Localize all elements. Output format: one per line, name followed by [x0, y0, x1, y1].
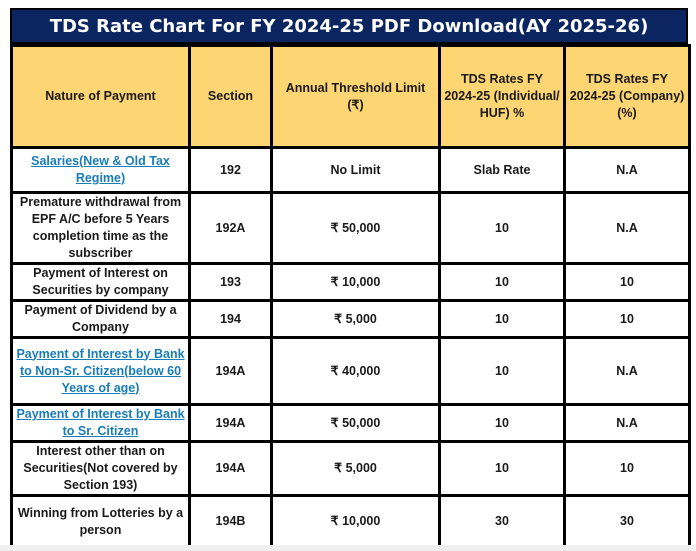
rate-individual-cell: 30 [438, 494, 566, 549]
rate-individual-cell: 10 [438, 262, 566, 302]
table-row: Payment of Dividend by a Company 194 ₹ 5… [10, 299, 691, 339]
rate-individual-cell: 10 [438, 403, 566, 443]
nature-cell: Payment of Interest on Securities by com… [10, 262, 191, 302]
nature-cell: Interest other than on Securities(Not co… [10, 440, 191, 497]
section-cell: 192A [188, 191, 273, 265]
rate-individual-cell: 10 [438, 440, 566, 497]
rate-individual-cell: 10 [438, 299, 566, 339]
rate-company-cell: N.A [563, 336, 691, 406]
threshold-cell: ₹ 10,000 [270, 494, 441, 549]
table-row: Payment of Interest by Bank to Sr. Citiz… [10, 403, 691, 443]
nature-cell: Payment of Interest by Bank to Sr. Citiz… [10, 403, 191, 443]
page-bottom-strip [0, 545, 696, 551]
rate-individual-cell: 10 [438, 191, 566, 265]
interest-non-sr-citizen-link[interactable]: Payment of Interest by Bank to Non-Sr. C… [16, 346, 185, 395]
threshold-cell: ₹ 50,000 [270, 191, 441, 265]
tds-rate-table: Nature of Payment Section Annual Thresho… [10, 44, 691, 549]
header-nature-of-payment: Nature of Payment [10, 44, 191, 149]
rate-company-cell: 10 [563, 262, 691, 302]
section-cell: 194 [188, 299, 273, 339]
section-cell: 194A [188, 440, 273, 497]
rate-individual-cell: 10 [438, 336, 566, 406]
table-row: Interest other than on Securities(Not co… [10, 440, 691, 497]
rate-individual-cell: Slab Rate [438, 146, 566, 194]
section-cell: 194A [188, 336, 273, 406]
threshold-cell: ₹ 40,000 [270, 336, 441, 406]
rate-company-cell: N.A [563, 191, 691, 265]
threshold-cell: ₹ 10,000 [270, 262, 441, 302]
nature-cell: Payment of Interest by Bank to Non-Sr. C… [10, 336, 191, 406]
table-row: Winning from Lotteries by a person 194B … [10, 494, 691, 549]
nature-cell: Premature withdrawal from EPF A/C before… [10, 191, 191, 265]
tds-rate-chart: TDS Rate Chart For FY 2024-25 PDF Downlo… [10, 8, 691, 549]
table-row: Payment of Interest on Securities by com… [10, 262, 691, 302]
header-section: Section [188, 44, 273, 149]
rate-company-cell: N.A [563, 146, 691, 194]
table-row: Premature withdrawal from EPF A/C before… [10, 191, 691, 265]
section-cell: 194A [188, 403, 273, 443]
section-cell: 193 [188, 262, 273, 302]
table-row: Payment of Interest by Bank to Non-Sr. C… [10, 336, 691, 406]
header-rate-company: TDS Rates FY 2024-25 (Company) (%) [563, 44, 691, 149]
rate-company-cell: 30 [563, 494, 691, 549]
table-row: Salaries(New & Old Tax Regime) 192 No Li… [10, 146, 691, 194]
rate-company-cell: 10 [563, 299, 691, 339]
header-rate-individual: TDS Rates FY 2024-25 (Individual/ HUF) % [438, 44, 566, 149]
nature-cell: Salaries(New & Old Tax Regime) [10, 146, 191, 194]
rate-company-cell: 10 [563, 440, 691, 497]
rate-company-cell: N.A [563, 403, 691, 443]
threshold-cell: No Limit [270, 146, 441, 194]
section-cell: 192 [188, 146, 273, 194]
threshold-cell: ₹ 5,000 [270, 440, 441, 497]
nature-cell: Winning from Lotteries by a person [10, 494, 191, 549]
interest-sr-citizen-link[interactable]: Payment of Interest by Bank to Sr. Citiz… [16, 407, 185, 439]
salaries-link[interactable]: Salaries(New & Old Tax Regime) [31, 154, 170, 185]
table-header-row: Nature of Payment Section Annual Thresho… [10, 44, 691, 149]
header-annual-threshold: Annual Threshold Limit (₹) [270, 44, 441, 149]
threshold-cell: ₹ 5,000 [270, 299, 441, 339]
threshold-cell: ₹ 50,000 [270, 403, 441, 443]
nature-cell: Payment of Dividend by a Company [10, 299, 191, 339]
chart-title: TDS Rate Chart For FY 2024-25 PDF Downlo… [10, 8, 688, 44]
section-cell: 194B [188, 494, 273, 549]
